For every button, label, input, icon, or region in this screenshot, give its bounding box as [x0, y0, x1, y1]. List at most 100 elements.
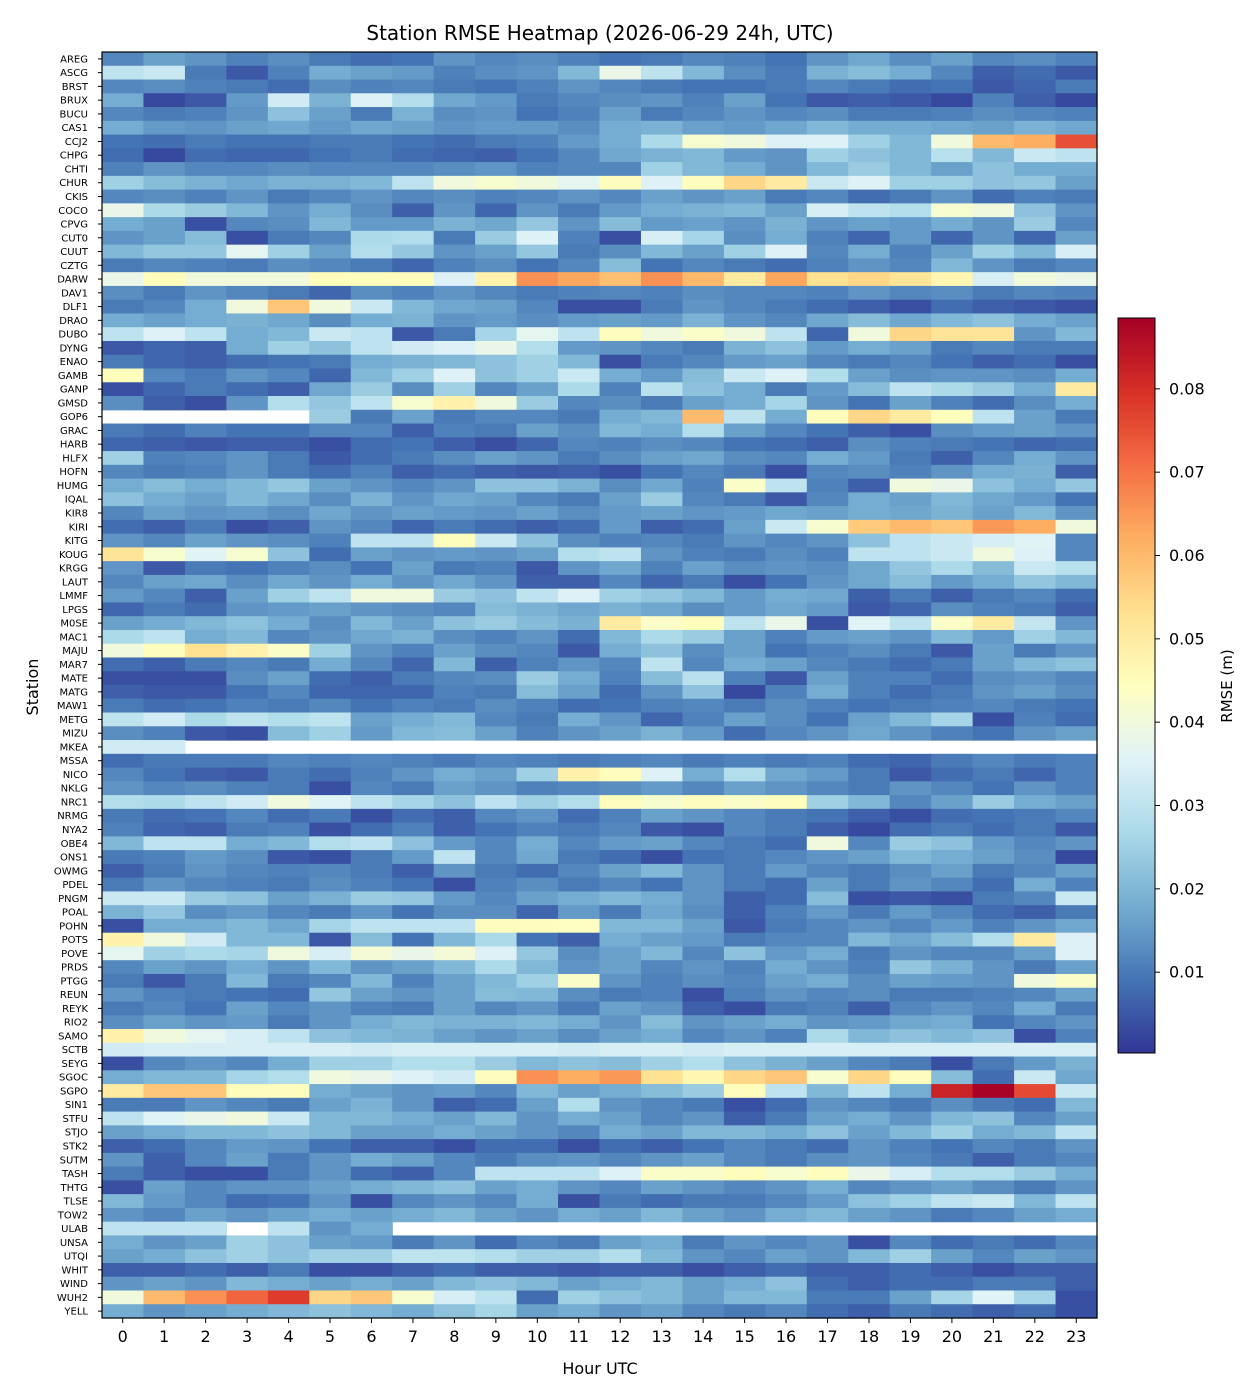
heatmap-cell	[640, 134, 684, 149]
heatmap-cell	[682, 93, 725, 108]
y-tick-label: KRGG	[59, 564, 88, 575]
heatmap-cell	[848, 478, 891, 493]
heatmap-cell	[102, 93, 145, 108]
heatmap-cell	[475, 134, 518, 149]
heatmap-cell	[599, 767, 642, 782]
heatmap-cell	[1014, 258, 1057, 273]
heatmap-cell	[889, 671, 932, 686]
heatmap-cell	[433, 1152, 476, 1168]
heatmap-cell	[433, 533, 476, 548]
heatmap-cell	[931, 822, 974, 837]
heatmap-cell	[558, 327, 601, 342]
heatmap-cell	[143, 877, 186, 893]
heatmap-cell	[516, 354, 559, 370]
heatmap-cell	[723, 795, 766, 810]
heatmap-cell	[433, 850, 476, 865]
heatmap-cell	[392, 107, 435, 122]
heatmap-cell	[433, 52, 476, 67]
heatmap-cell	[682, 1304, 725, 1319]
heatmap-cell	[267, 492, 310, 507]
heatmap-cell	[848, 217, 891, 232]
heatmap-cell	[475, 1125, 518, 1140]
heatmap-cell	[1055, 93, 1098, 108]
heatmap-cell	[475, 1166, 518, 1181]
heatmap-cell	[143, 1029, 186, 1044]
heatmap-cell	[309, 918, 352, 934]
heatmap-cell	[102, 574, 145, 590]
heatmap-cell	[309, 616, 352, 631]
heatmap-cell	[433, 437, 476, 452]
heatmap-cell	[640, 189, 684, 204]
heatmap-cell	[226, 808, 269, 824]
heatmap-cell	[226, 1001, 269, 1016]
heatmap-cell	[848, 877, 891, 893]
heatmap-cell	[972, 533, 1015, 548]
heatmap-cell	[765, 973, 808, 989]
heatmap-cell	[972, 946, 1015, 961]
heatmap-cell	[267, 285, 310, 301]
heatmap-cell	[392, 244, 435, 260]
heatmap-cell	[848, 258, 891, 273]
heatmap-cell	[931, 781, 974, 796]
heatmap-cell	[723, 781, 766, 796]
heatmap-cell	[475, 643, 518, 659]
y-tick-label: GAMB	[58, 371, 88, 382]
heatmap-cell	[682, 107, 725, 122]
heatmap-cell	[475, 850, 518, 865]
heatmap-cell	[350, 698, 393, 714]
heatmap-cell	[350, 423, 393, 438]
heatmap-cell	[475, 602, 518, 617]
heatmap-cell	[309, 134, 352, 149]
heatmap-cell	[806, 492, 849, 507]
heatmap-cell	[475, 1180, 518, 1195]
heatmap-cell	[682, 519, 725, 535]
heatmap-cell	[267, 1084, 310, 1099]
heatmap-cell	[723, 79, 766, 94]
heatmap-cell	[765, 932, 808, 948]
heatmap-cell	[765, 1070, 808, 1085]
heatmap-cell	[1014, 1097, 1057, 1113]
heatmap-cell	[392, 354, 435, 370]
heatmap-cell	[848, 1125, 891, 1140]
heatmap-cell	[1014, 561, 1057, 576]
heatmap-cell	[931, 726, 974, 741]
y-tick-label: HOFN	[59, 467, 88, 478]
heatmap-cell	[309, 313, 352, 328]
heatmap-cell	[682, 1276, 725, 1292]
heatmap-cell	[226, 1125, 269, 1140]
heatmap-cell	[765, 107, 808, 122]
heatmap-cell	[267, 1070, 310, 1085]
heatmap-cell	[516, 574, 559, 590]
heatmap-cell	[102, 120, 145, 136]
heatmap-cell	[972, 437, 1015, 452]
heatmap-cell	[392, 52, 435, 67]
heatmap-cell	[765, 162, 808, 177]
y-tick-label: NRC1	[61, 797, 88, 808]
heatmap-cell	[723, 478, 766, 493]
heatmap-cell	[516, 107, 559, 122]
heatmap-cell	[765, 891, 808, 906]
y-tick-label: POHN	[59, 921, 88, 932]
heatmap-cell	[267, 258, 310, 273]
heatmap-cell	[765, 1125, 808, 1140]
heatmap-cell	[309, 602, 352, 617]
heatmap-cell	[184, 753, 227, 769]
heatmap-cell	[350, 1304, 393, 1319]
heatmap-cell	[931, 354, 974, 370]
heatmap-cell	[889, 437, 932, 452]
heatmap-cell	[1014, 519, 1057, 535]
heatmap-cell	[765, 327, 808, 342]
heatmap-cell	[143, 987, 186, 1003]
x-tick-label: 19	[900, 1327, 920, 1346]
heatmap-cell	[723, 946, 766, 961]
heatmap-cell	[350, 464, 393, 480]
heatmap-cell	[848, 960, 891, 975]
heatmap-cell	[599, 382, 642, 397]
heatmap-cell	[889, 175, 932, 191]
heatmap-cell	[392, 313, 435, 328]
heatmap-cell	[309, 258, 352, 273]
heatmap-cell	[931, 1084, 974, 1099]
colorbar-tick-label: 0.08	[1169, 379, 1205, 398]
heatmap-cell	[226, 313, 269, 328]
heatmap-cell	[184, 1290, 227, 1305]
